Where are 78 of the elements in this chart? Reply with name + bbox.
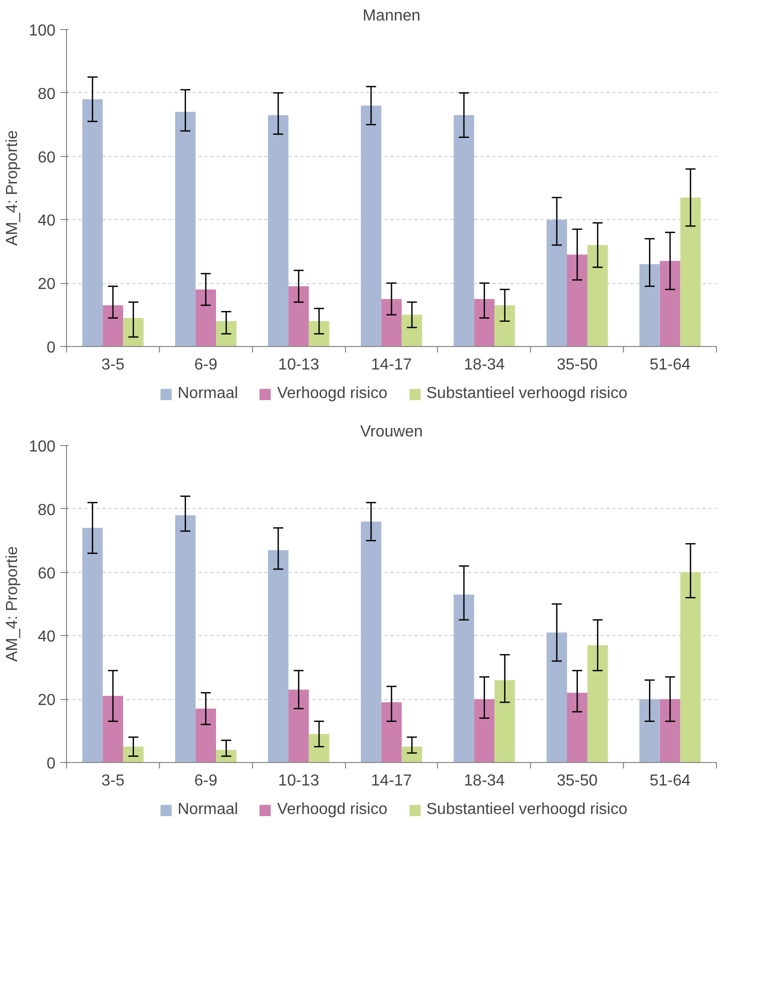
bar: [360, 106, 382, 346]
legend-label: Verhoogd risico: [277, 801, 388, 819]
x-tick-label: 6-9: [194, 356, 218, 374]
bar: [567, 692, 588, 762]
bar: [123, 746, 144, 762]
bar: [567, 254, 588, 346]
bar: [308, 734, 330, 762]
y-tick-label: 60: [38, 565, 56, 582]
x-tick-label: 14-17: [371, 356, 412, 374]
bar: [680, 198, 701, 346]
bar: [268, 550, 288, 762]
chart-title: Vrouwen: [360, 424, 423, 440]
bar: [288, 286, 309, 346]
bar: [360, 522, 382, 762]
x-tick-label: 6-9: [194, 772, 218, 790]
y-tick-label: 20: [38, 276, 56, 294]
bar: [196, 289, 216, 346]
bar: [639, 699, 660, 762]
legend-label: Normaal: [178, 385, 238, 403]
y-tick-label: 80: [38, 502, 56, 519]
legend-label: Substantieel verhoogd risico: [426, 385, 628, 403]
bar: [381, 298, 402, 346]
x-tick-label: 18-34: [464, 356, 505, 374]
bar: [402, 314, 422, 346]
bar: [216, 750, 236, 762]
bar: [494, 305, 515, 346]
bar: [308, 321, 330, 346]
legend-label: Normaal: [178, 801, 238, 819]
bar: [175, 515, 196, 762]
y-tick-label: 40: [38, 212, 56, 230]
x-tick-label: 10-13: [278, 356, 320, 374]
bar: [587, 245, 608, 346]
y-tick-label: 100: [28, 22, 56, 40]
bar: [123, 318, 144, 346]
bar: [680, 572, 701, 762]
bar: [639, 264, 660, 346]
bar: [268, 115, 288, 346]
bar: [196, 708, 216, 762]
x-tick-label: 3-5: [101, 356, 125, 374]
y-tick-label: 0: [46, 340, 56, 356]
x-tick-label: 10-13: [278, 772, 320, 790]
bar: [102, 696, 124, 762]
legend-label: Substantieel verhoogd risico: [426, 801, 628, 819]
bar: [82, 528, 103, 762]
y-tick-label: 100: [28, 438, 56, 456]
x-tick-label: 3-5: [101, 772, 125, 790]
bar: [660, 699, 680, 762]
y-tick-label: 80: [38, 86, 56, 103]
bar: [494, 680, 515, 762]
chart-title: Mannen: [362, 8, 420, 24]
y-axis-title: AM_4: Proportie: [4, 130, 21, 246]
bar: [402, 746, 422, 762]
y-axis-title: AM_4: Proportie: [4, 546, 21, 662]
bar: [546, 220, 567, 346]
x-tick-label: 35-50: [556, 356, 598, 374]
bar: [216, 321, 236, 346]
y-tick-label: 20: [38, 692, 56, 710]
x-tick-label: 51-64: [650, 356, 691, 374]
y-tick-label: 0: [46, 756, 56, 772]
bar: [175, 112, 196, 346]
bar: [474, 699, 495, 762]
y-tick-label: 60: [38, 149, 56, 166]
x-tick-label: 18-34: [464, 772, 505, 790]
bar: [82, 99, 103, 346]
x-tick-label: 35-50: [556, 772, 598, 790]
x-tick-label: 51-64: [650, 772, 691, 790]
bar: [102, 305, 124, 346]
bar: [454, 594, 474, 762]
bar: [587, 645, 608, 762]
legend-label: Verhoogd risico: [277, 385, 388, 403]
bar: [381, 702, 402, 762]
x-tick-label: 14-17: [371, 772, 412, 790]
bar: [288, 690, 309, 762]
bar: [474, 298, 495, 346]
bar: [546, 632, 567, 762]
y-tick-label: 40: [38, 628, 56, 646]
bar: [660, 260, 680, 346]
bar: [454, 115, 474, 346]
